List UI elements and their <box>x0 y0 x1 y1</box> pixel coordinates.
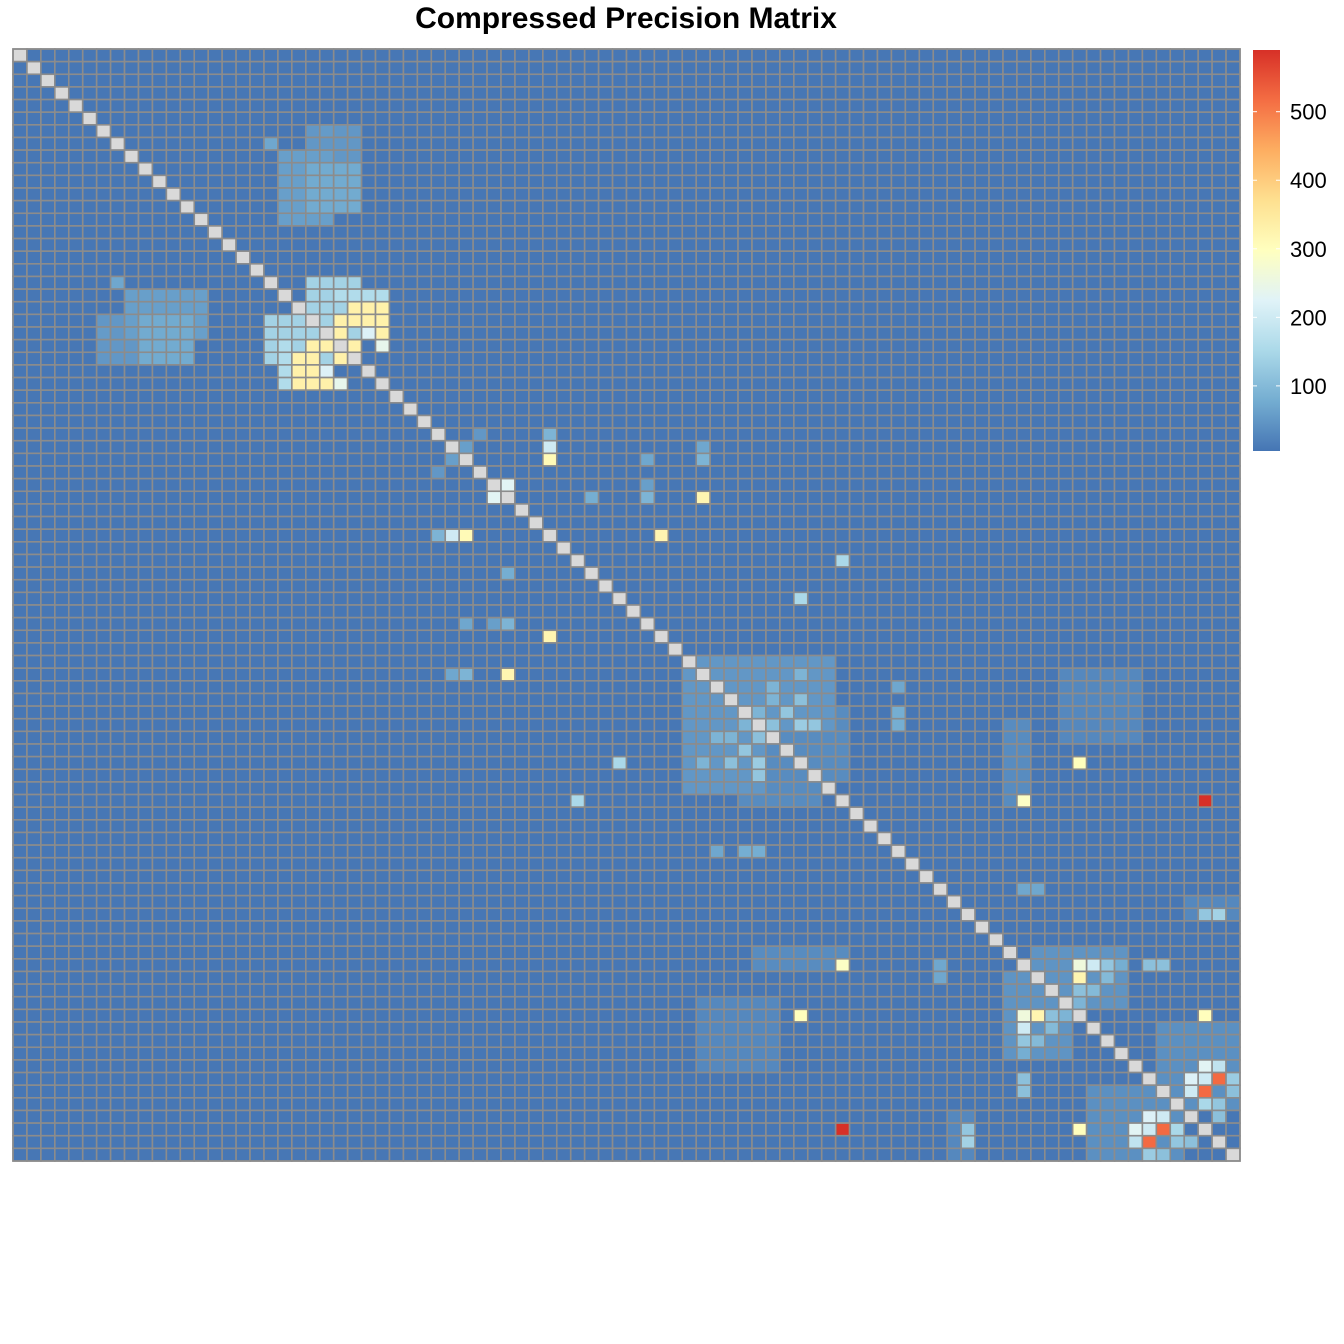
chart-title: Compressed Precision Matrix <box>415 2 837 35</box>
